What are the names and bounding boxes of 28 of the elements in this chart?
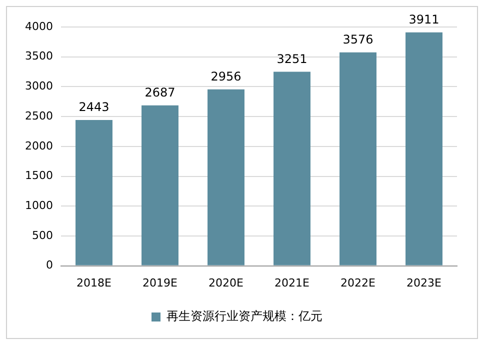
bar bbox=[76, 120, 112, 266]
y-tick-label: 500 bbox=[32, 228, 53, 242]
x-tick-label: 2019E bbox=[142, 276, 178, 290]
bar bbox=[142, 105, 178, 266]
x-tick-label: 2020E bbox=[208, 276, 244, 290]
data-label: 2687 bbox=[144, 86, 176, 100]
bar bbox=[406, 32, 442, 266]
y-tick-label: 3500 bbox=[24, 50, 53, 63]
data-label: 3251 bbox=[276, 52, 308, 66]
y-tick-label: 2500 bbox=[24, 109, 53, 122]
data-label: 3911 bbox=[408, 12, 440, 26]
y-tick-label: 4000 bbox=[24, 20, 53, 33]
data-label: 2443 bbox=[78, 100, 110, 114]
y-tick-label: 3000 bbox=[24, 80, 53, 93]
bar bbox=[208, 89, 244, 266]
x-tick-label: 2021E bbox=[274, 276, 310, 290]
data-label: 3576 bbox=[342, 32, 374, 46]
y-tick-label: 1000 bbox=[24, 198, 53, 212]
bar bbox=[274, 72, 310, 266]
bar bbox=[340, 52, 376, 266]
data-label: 2956 bbox=[210, 69, 242, 84]
x-tick-label: 2022E bbox=[340, 276, 376, 290]
y-tick-label: 2000 bbox=[24, 139, 53, 152]
y-tick-label: 0 bbox=[46, 258, 53, 272]
x-tick-label: 2023E bbox=[406, 276, 442, 290]
legend-label: 再生资源行业资产规模：亿元 bbox=[166, 309, 322, 324]
x-tick-label: 2018E bbox=[76, 276, 112, 290]
y-tick-label: 1500 bbox=[24, 169, 53, 182]
